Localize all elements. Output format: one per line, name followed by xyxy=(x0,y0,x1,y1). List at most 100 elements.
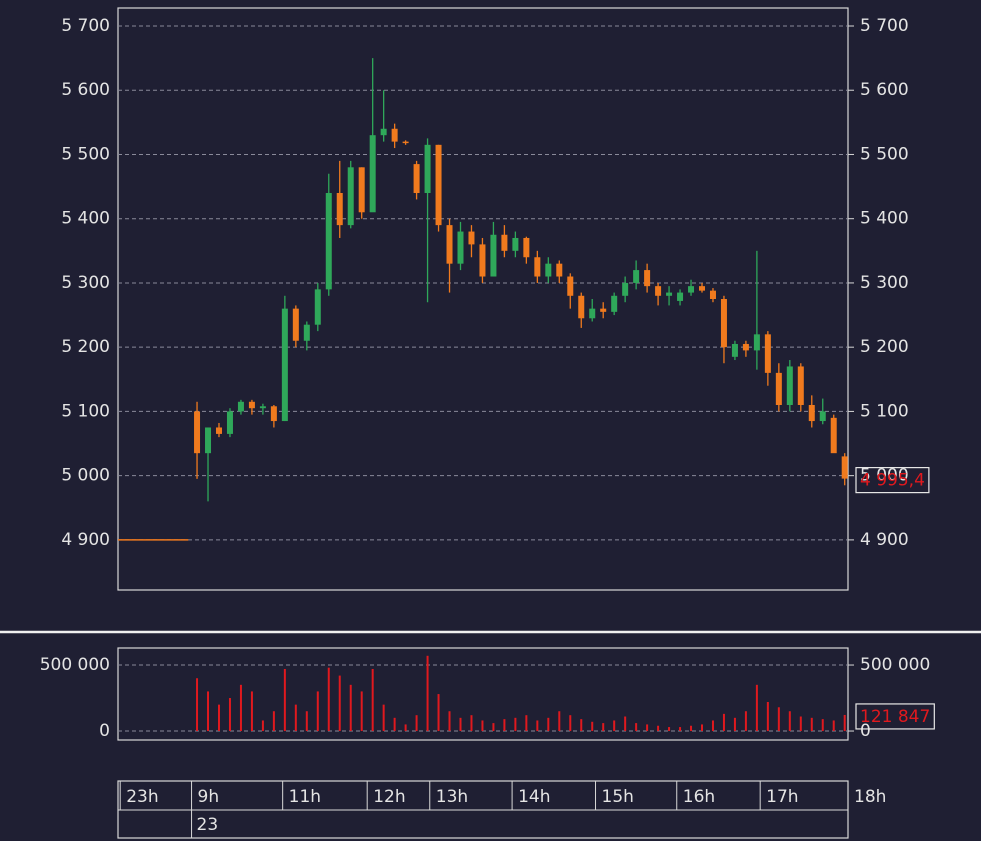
volume-bar xyxy=(349,684,352,732)
candle-body xyxy=(589,308,596,319)
x-tick-label: 15h xyxy=(602,787,634,807)
candle-body xyxy=(226,411,233,434)
volume-bar xyxy=(492,723,495,732)
candle-body xyxy=(633,270,640,283)
y-tick-label: 5 100 xyxy=(61,401,110,421)
volume-bar xyxy=(250,691,253,732)
x-tick-label: 11h xyxy=(289,787,321,807)
volume-bar xyxy=(733,717,736,732)
candle-body xyxy=(457,231,464,264)
volume-bar xyxy=(602,723,605,732)
candle-body xyxy=(775,372,782,405)
y-tick-label: 5 300 xyxy=(61,273,110,293)
last-value-label: 121 847 xyxy=(860,707,930,727)
y-tick-label-right: 5 100 xyxy=(860,401,909,421)
candle-body xyxy=(413,164,420,194)
y-tick-label: 0 xyxy=(99,721,110,741)
x-tick-label: 17h xyxy=(766,787,798,807)
candle-body xyxy=(380,128,387,136)
volume-bar xyxy=(580,719,583,732)
volume-bar xyxy=(207,691,210,732)
candle-body xyxy=(347,167,354,226)
candle-body xyxy=(512,237,519,251)
candle-body xyxy=(391,128,398,142)
volume-bar xyxy=(722,713,725,732)
candle-body xyxy=(622,282,629,296)
volume-bar xyxy=(832,720,835,732)
y-tick-label-right: 5 500 xyxy=(860,144,909,164)
volume-bar xyxy=(788,711,791,732)
y-tick-label: 5 400 xyxy=(61,209,110,229)
y-tick-label-right: 5 700 xyxy=(860,16,909,36)
candle-body xyxy=(358,167,365,213)
volume-bar xyxy=(261,720,264,732)
y-tick-label-right: 0 xyxy=(860,721,871,741)
candle-body xyxy=(709,290,716,299)
volume-bar xyxy=(437,694,440,732)
y-tick-label: 500 000 xyxy=(40,655,110,675)
candle-body xyxy=(490,234,497,277)
volume-bar xyxy=(711,720,714,732)
candle-body xyxy=(753,334,760,351)
volume-bar xyxy=(305,711,308,732)
y-tick-label-right: 5 400 xyxy=(860,209,909,229)
candle-body xyxy=(720,299,727,348)
volume-bar xyxy=(382,704,385,732)
y-tick-label: 5 200 xyxy=(61,337,110,357)
candle-body xyxy=(402,141,409,144)
volume-bar xyxy=(327,667,330,732)
candle-body xyxy=(830,417,837,454)
volume-bar xyxy=(657,725,660,732)
volume-bar xyxy=(196,678,199,732)
candle-body xyxy=(666,292,673,296)
volume-bar xyxy=(360,691,363,732)
volume-bar xyxy=(470,715,473,732)
x-tick-label: 23h xyxy=(126,787,158,807)
candle-body xyxy=(644,270,651,287)
candle-body xyxy=(578,295,585,319)
candle-body xyxy=(819,411,826,422)
candle-body xyxy=(567,276,574,296)
volume-bar xyxy=(503,719,506,732)
volume-bar xyxy=(744,711,747,732)
candle-body xyxy=(303,324,310,341)
y-tick-label: 5 700 xyxy=(61,16,110,36)
y-tick-label-right: 500 000 xyxy=(860,655,930,675)
volume-bar xyxy=(799,716,802,732)
volume-bar xyxy=(272,711,275,732)
price-frame xyxy=(117,7,849,591)
volume-bar xyxy=(547,717,550,732)
candle-body xyxy=(523,237,530,258)
volume-bar xyxy=(755,684,758,732)
volume-bar xyxy=(558,711,561,732)
candle-body xyxy=(764,334,771,373)
candle-body xyxy=(292,308,299,341)
candle-body xyxy=(677,292,684,301)
candle-body xyxy=(501,234,508,251)
x-tick-label: 12h xyxy=(373,787,405,807)
y-tick-label-right: 5 300 xyxy=(860,273,909,293)
volume-bar xyxy=(228,698,231,732)
volume-bar xyxy=(371,668,374,732)
candle-body xyxy=(259,406,266,409)
volume-bar xyxy=(316,691,319,732)
candle-body xyxy=(556,263,563,277)
volume-bar xyxy=(701,724,703,732)
volume-bar xyxy=(525,715,528,732)
volume-bar xyxy=(569,715,572,732)
x-tick-label: 14h xyxy=(518,787,550,807)
candle-body xyxy=(325,193,332,290)
volume-bar xyxy=(415,715,418,732)
candle-body xyxy=(446,225,453,264)
volume-frame xyxy=(117,647,849,741)
candle-body xyxy=(534,257,541,277)
volume-bar xyxy=(810,717,813,732)
volume-bar xyxy=(690,725,693,732)
candle-body xyxy=(314,289,321,325)
y-tick-label-right: 5 600 xyxy=(860,80,909,100)
y-tick-label-right: 5 200 xyxy=(860,337,909,357)
x-tick-label: 13h xyxy=(436,787,468,807)
candle-body xyxy=(545,263,552,277)
volume-bar xyxy=(613,720,616,732)
